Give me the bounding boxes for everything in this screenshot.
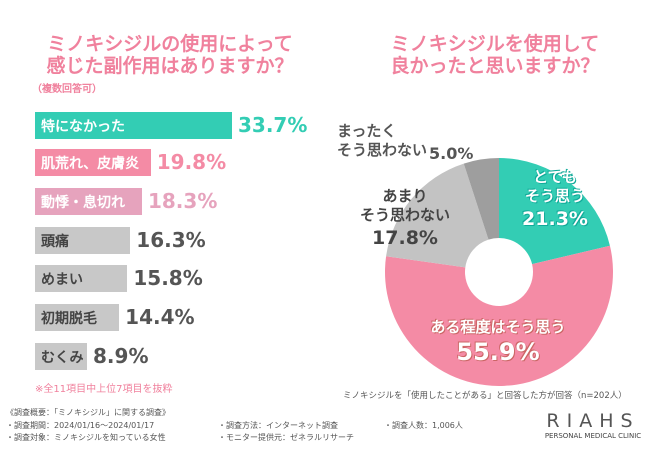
donut-value: 21.3%: [522, 208, 588, 230]
bar-value: 18.3%: [147, 189, 218, 213]
bar-value: 19.8%: [156, 150, 227, 174]
bar-label: めまい: [41, 271, 83, 288]
donut-label-3: まったく そう思わない 5.0%: [337, 122, 473, 163]
donut-label-line: そう思わない: [337, 141, 428, 159]
right-title: ミノキシジルを使用して 良かったと思いますか？: [345, 33, 645, 77]
bar-2: 動悸・息切れ: [35, 188, 142, 215]
bar-label: 特になかった: [41, 118, 125, 135]
bar-label: 動悸・息切れ: [41, 194, 125, 211]
bar-value: 15.8%: [133, 266, 203, 290]
bar-3: 頭痛: [35, 227, 131, 254]
riahs-logo: RIAHS PERSONAL MEDICAL CLINIC: [540, 410, 646, 441]
donut-value: 17.8%: [372, 227, 438, 249]
bar-5: 初期脱毛: [35, 304, 120, 331]
donut-label-line: あまり: [382, 187, 428, 205]
bar-1: 肌荒れ、皮膚炎: [35, 149, 151, 176]
donut-label-2: あまり そう思わない 17.8%: [360, 187, 450, 251]
donut-slice-1: [385, 245, 613, 386]
donut-slice-2: [386, 163, 489, 268]
left-title: ミノキシジルの使用によって 感じた副作用はありますか？: [20, 33, 320, 77]
bar-value: 16.3%: [136, 228, 206, 252]
left-title-line1: ミノキシジルの使用によって: [47, 33, 293, 55]
donut-label-line: まったく: [337, 122, 397, 140]
footer-provider: ・モニター提供元：ゼネラルリサーチ: [218, 433, 354, 442]
donut-label-line: ある程度はそう思う: [430, 318, 566, 336]
bar-value: 33.7%: [238, 113, 308, 137]
bar-note: ※全11項目中上位7項目を抜粋: [35, 384, 173, 395]
bar-4: めまい: [35, 265, 128, 292]
left-subtitle: （複数回答可）: [32, 84, 102, 95]
donut-label-0: とても そう思う 21.3%: [522, 168, 588, 232]
donut-label-1: ある程度はそう思う 55.9%: [430, 318, 565, 367]
right-title-line2: 良かったと思いますか？: [390, 55, 600, 77]
donut-label-line: そう思う: [524, 187, 586, 205]
right-title-line1: ミノキシジルを使用して: [390, 33, 600, 55]
bar-label: 頭痛: [41, 233, 69, 250]
footer-count: ・調査人数：1,006人: [384, 421, 463, 430]
logo-name: RIAHS: [546, 410, 640, 432]
bar-label: むくみ: [41, 349, 84, 366]
bar-6: むくみ: [35, 343, 88, 370]
donut-slice-3: [463, 158, 499, 240]
donut-value: 55.9%: [456, 338, 540, 366]
logo-tagline: PERSONAL MEDICAL CLINIC: [544, 432, 642, 440]
footer-heading: 《調査概要：「ミノキシジル」に関する調査》: [6, 408, 170, 417]
bar-label: 肌荒れ、皮膚炎: [41, 155, 140, 172]
donut-slice-0: [499, 158, 610, 265]
bar-value: 14.4%: [125, 305, 195, 329]
left-title-line2: 感じた副作用はありますか？: [46, 55, 294, 77]
bar-0: 特になかった: [35, 112, 232, 139]
donut-value: 5.0%: [429, 144, 474, 163]
pie-footnote: ミノキシジルを「使用したことがある」と回答した方が回答（n=202人）: [343, 391, 627, 401]
footer-period: ・調査期間：2024/01/16〜2024/01/17: [6, 421, 155, 430]
donut-label-line: そう思わない: [359, 206, 451, 224]
donut-label-line: とても: [533, 168, 577, 186]
footer-target: ・調査対象：ミノキシジルを知っている女性: [6, 433, 166, 442]
bar-label: 初期脱毛: [41, 310, 97, 327]
bar-value: 8.9%: [93, 344, 149, 368]
footer-method: ・調査方法：インターネット調査: [218, 421, 338, 430]
